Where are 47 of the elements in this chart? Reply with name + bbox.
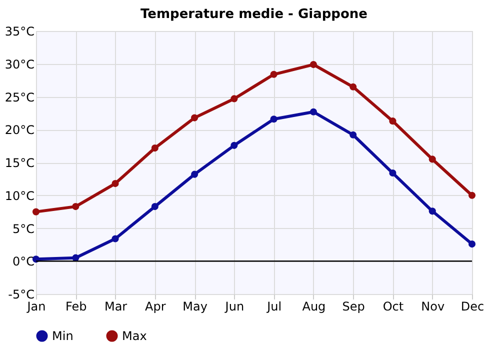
point (350, 131, 357, 138)
point (230, 95, 238, 102)
point (468, 192, 476, 199)
point (310, 108, 317, 116)
y-tick-label: -5°C (8, 288, 34, 302)
chart-title: Temperature medie - Giappone (140, 7, 368, 22)
point (112, 180, 119, 188)
point (151, 144, 158, 152)
x-tick-label: Oct (382, 300, 404, 314)
point (191, 170, 198, 178)
x-tick-label: Aug (302, 300, 326, 314)
point (32, 208, 40, 216)
y-tick-label: 10°C (4, 188, 34, 203)
x-tick-label: Jun (224, 300, 244, 314)
point (270, 70, 278, 78)
x-tick-label: Mar (104, 300, 128, 314)
x-tick-label: Jan (26, 300, 46, 314)
y-tick-label: 25°C (4, 90, 34, 104)
point (230, 142, 238, 149)
point (350, 83, 357, 90)
y-tick-label: 30°C (4, 57, 34, 72)
point (389, 118, 396, 125)
legend-label: Min (52, 329, 74, 343)
x-tick-label: Nov (421, 300, 445, 314)
point (389, 169, 396, 177)
point (151, 203, 158, 210)
point (191, 114, 198, 122)
x-tick-label: Feb (66, 300, 87, 314)
y-tick-label: 15°C (4, 156, 34, 170)
x-tick-label: May (182, 300, 208, 314)
x-tick-label: Sep (342, 300, 365, 314)
x-tick-label: Jul (266, 300, 282, 314)
y-tick-label: 0°C (12, 254, 34, 269)
point (112, 235, 119, 242)
point (270, 116, 278, 123)
legend-label: Max (122, 329, 147, 343)
x-tick-label: Dec (460, 300, 484, 314)
point (428, 156, 436, 163)
point (72, 203, 80, 210)
point (468, 240, 476, 248)
y-tick-label: 20°C (4, 123, 34, 138)
point (310, 61, 317, 68)
point (428, 208, 436, 215)
point (72, 254, 80, 262)
y-tick-label: 5°C (12, 222, 34, 236)
y-tick-label: 35°C (4, 24, 34, 38)
x-tick-label: Apr (145, 300, 166, 314)
